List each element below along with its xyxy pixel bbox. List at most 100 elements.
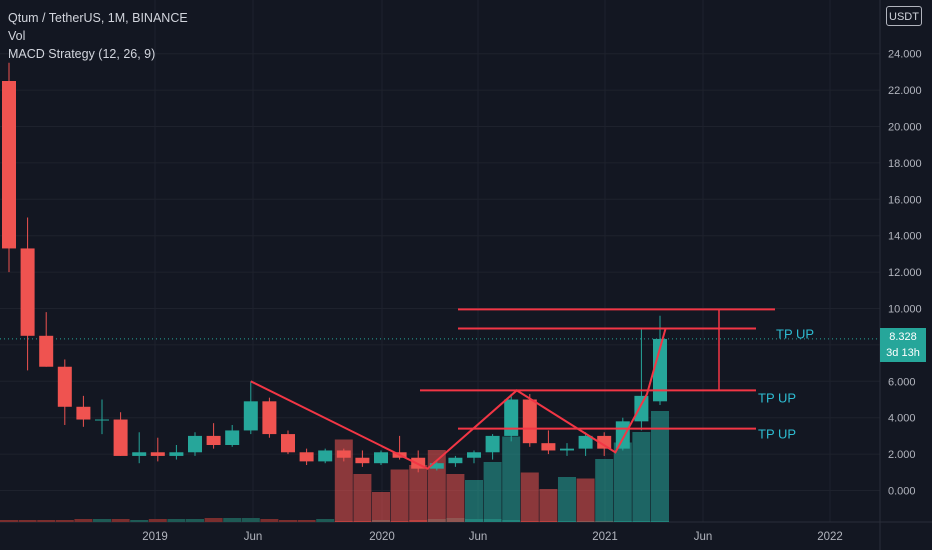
histogram-bar — [502, 436, 521, 522]
candle-body — [132, 452, 147, 456]
candle-body — [281, 434, 295, 453]
zigzag-line — [250, 328, 667, 470]
histogram-bar — [595, 459, 614, 522]
volume-bar — [316, 519, 335, 522]
candle-body — [541, 443, 556, 451]
last-price-tag: 8.328 3d 13h — [880, 328, 926, 362]
histogram-bar — [613, 442, 632, 522]
candle-body — [336, 450, 351, 458]
candle-body — [374, 452, 388, 464]
histogram-bar — [390, 469, 409, 522]
time-tick-label: 2019 — [142, 531, 168, 543]
legend-indicator[interactable]: MACD Strategy (12, 26, 9) — [8, 47, 156, 61]
histogram-bar — [446, 474, 465, 522]
volume-bar — [130, 520, 149, 522]
price-tick-label: 22.000 — [888, 85, 922, 97]
candle-body — [429, 463, 444, 469]
volume-bar — [18, 520, 37, 522]
volume-bar — [55, 520, 74, 522]
time-tick-label: Jun — [694, 531, 713, 543]
histogram-bar — [483, 462, 502, 522]
candle-body — [653, 338, 667, 402]
price-tick-label: 18.000 — [888, 158, 922, 170]
histogram-bar — [651, 411, 669, 522]
histogram-bar — [334, 439, 353, 522]
candle-body — [597, 435, 612, 449]
volume-bar — [223, 518, 242, 522]
tp-label[interactable]: TP UP — [758, 390, 796, 405]
volume-bar — [0, 520, 18, 522]
tp-label[interactable]: TP UP — [758, 427, 796, 442]
candle-body — [615, 421, 630, 449]
histogram-bar — [576, 478, 595, 522]
price-tick-label: 14.000 — [888, 231, 922, 243]
candle-body — [76, 406, 91, 420]
drawings[interactable]: TP UP TP UP TP UP — [250, 308, 814, 470]
candle-body — [318, 450, 333, 462]
last-price-value: 8.328 — [889, 331, 917, 343]
candle-body — [467, 452, 481, 458]
histogram-bar — [409, 465, 428, 522]
candle-body — [485, 435, 500, 453]
price-axis[interactable]: 0.0002.0004.0006.0008.00010.00012.00014.… — [888, 49, 922, 498]
volume-bar — [241, 518, 260, 522]
price-tick-label: 6.000 — [888, 376, 916, 388]
candle-body — [634, 395, 649, 422]
candle-body — [20, 248, 35, 336]
candle-body — [299, 452, 314, 462]
volume-bar — [186, 519, 204, 522]
volume-bar — [279, 520, 297, 522]
candle-body — [355, 457, 370, 464]
candle-body — [150, 452, 165, 456]
histogram-bar — [520, 472, 539, 522]
candle-body — [243, 401, 258, 431]
time-tick-label: 2022 — [817, 531, 843, 543]
histogram-bar — [558, 477, 576, 522]
candle-body — [262, 401, 277, 435]
volume-bar — [297, 520, 316, 522]
candle-body — [169, 452, 184, 456]
time-tick-label: 2020 — [369, 531, 395, 543]
price-tick-label: 20.000 — [888, 122, 922, 134]
legend: Qtum / TetherUS, 1M, BINANCE Vol MACD St… — [8, 9, 188, 63]
macd-histogram — [334, 411, 669, 522]
volume-bar — [111, 519, 130, 522]
volume-bar — [148, 519, 167, 522]
candle-body — [225, 430, 240, 445]
histogram-bar — [353, 474, 372, 522]
tp-label[interactable]: TP UP — [776, 327, 814, 342]
price-tick-label: 12.000 — [888, 267, 922, 279]
candle-body — [560, 448, 574, 451]
price-tick-label: 0.000 — [888, 486, 916, 498]
candle-body — [39, 335, 54, 367]
time-tick-label: 2021 — [592, 531, 618, 543]
volume-bar — [74, 519, 93, 522]
price-tick-label: 4.000 — [888, 413, 916, 425]
candle-body — [95, 419, 109, 421]
candle-body — [206, 435, 221, 445]
candle-body — [113, 419, 128, 456]
time-tick-label: Jun — [469, 531, 488, 543]
price-tick-label: 16.000 — [888, 194, 922, 206]
candle-body — [188, 435, 202, 453]
candle-body — [57, 366, 72, 407]
time-axis[interactable]: 2019 Jun 2020 Jun 2021 Jun 2022 — [142, 531, 843, 543]
candle-body — [448, 457, 463, 464]
volume-bar — [260, 519, 279, 522]
price-tick-label: 24.000 — [888, 49, 922, 61]
volume-bar — [167, 519, 186, 522]
last-price-countdown: 3d 13h — [886, 347, 920, 359]
candle-body — [522, 399, 537, 444]
volume-bar — [93, 519, 111, 522]
currency-badge[interactable]: USDT — [886, 6, 922, 26]
histogram-bar — [632, 432, 651, 522]
histogram-bar — [539, 489, 558, 522]
histogram-bar — [465, 480, 483, 522]
legend-volume[interactable]: Vol — [8, 29, 26, 43]
candle-body — [578, 435, 593, 449]
price-tick-label: 10.000 — [888, 304, 922, 316]
legend-symbol[interactable]: Qtum / TetherUS, 1M, BINANCE — [8, 11, 188, 25]
